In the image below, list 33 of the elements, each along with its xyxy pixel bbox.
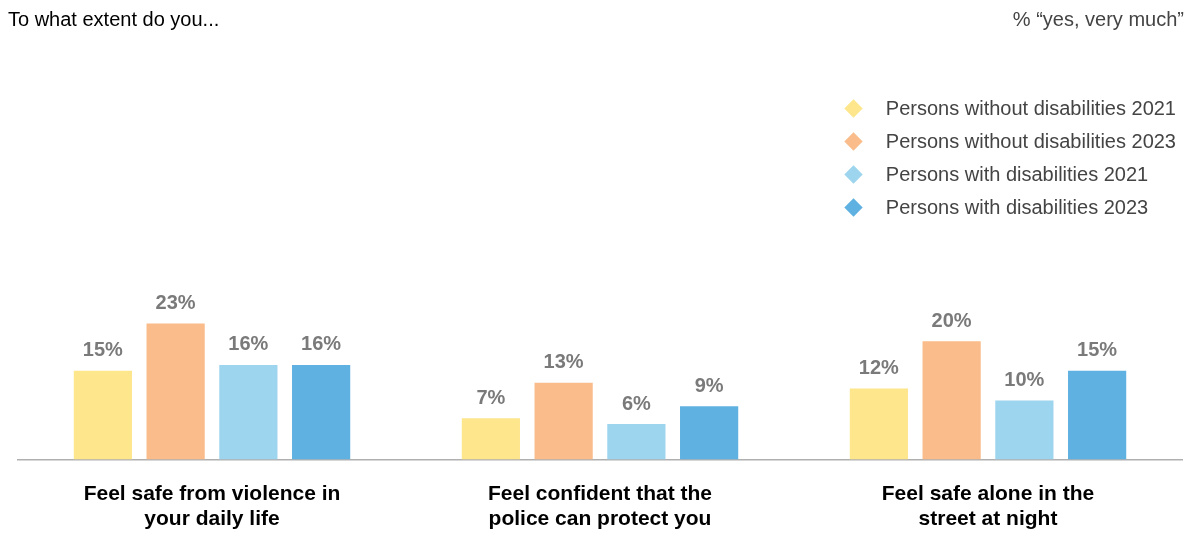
bar [1068, 370, 1127, 460]
x-tick-label: Feel safe from violence in your daily life [83, 481, 341, 530]
data-label: 20% [931, 308, 972, 331]
data-label: 15% [1077, 338, 1118, 361]
bar [607, 424, 666, 460]
data-label: 10% [1004, 367, 1045, 390]
legend-label: Persons with disabilities 2021 [885, 163, 1149, 186]
bar [995, 400, 1054, 460]
data-label: 16% [301, 332, 342, 355]
x-tick-label: Feel confident that the police can protect you [487, 481, 713, 530]
bar [219, 364, 278, 460]
data-label: 13% [543, 350, 584, 373]
data-label: 15% [82, 338, 124, 361]
data-label: 6% [621, 391, 652, 414]
bar [73, 370, 132, 460]
bar [534, 382, 593, 460]
data-label: 23% [155, 290, 196, 313]
x-tick-label: Feel safe alone in the street at night [881, 481, 1095, 530]
bar [680, 406, 739, 460]
data-label: 9% [694, 373, 724, 396]
bar [461, 418, 520, 460]
bar [922, 341, 981, 460]
legend-label: Persons without disabilities 2023 [885, 130, 1176, 153]
chart-subtitle: % “yes, very much” [1012, 8, 1184, 31]
data-label: 12% [858, 356, 900, 379]
bar [849, 388, 908, 460]
legend-label: Persons without disabilities 2021 [885, 97, 1176, 120]
legend-label: Persons with disabilities 2023 [885, 196, 1149, 219]
data-label: 7% [476, 385, 506, 408]
chart-title: To what extent do you... [8, 8, 220, 31]
bar [146, 323, 205, 460]
data-label: 16% [228, 332, 269, 355]
bar [292, 364, 351, 460]
